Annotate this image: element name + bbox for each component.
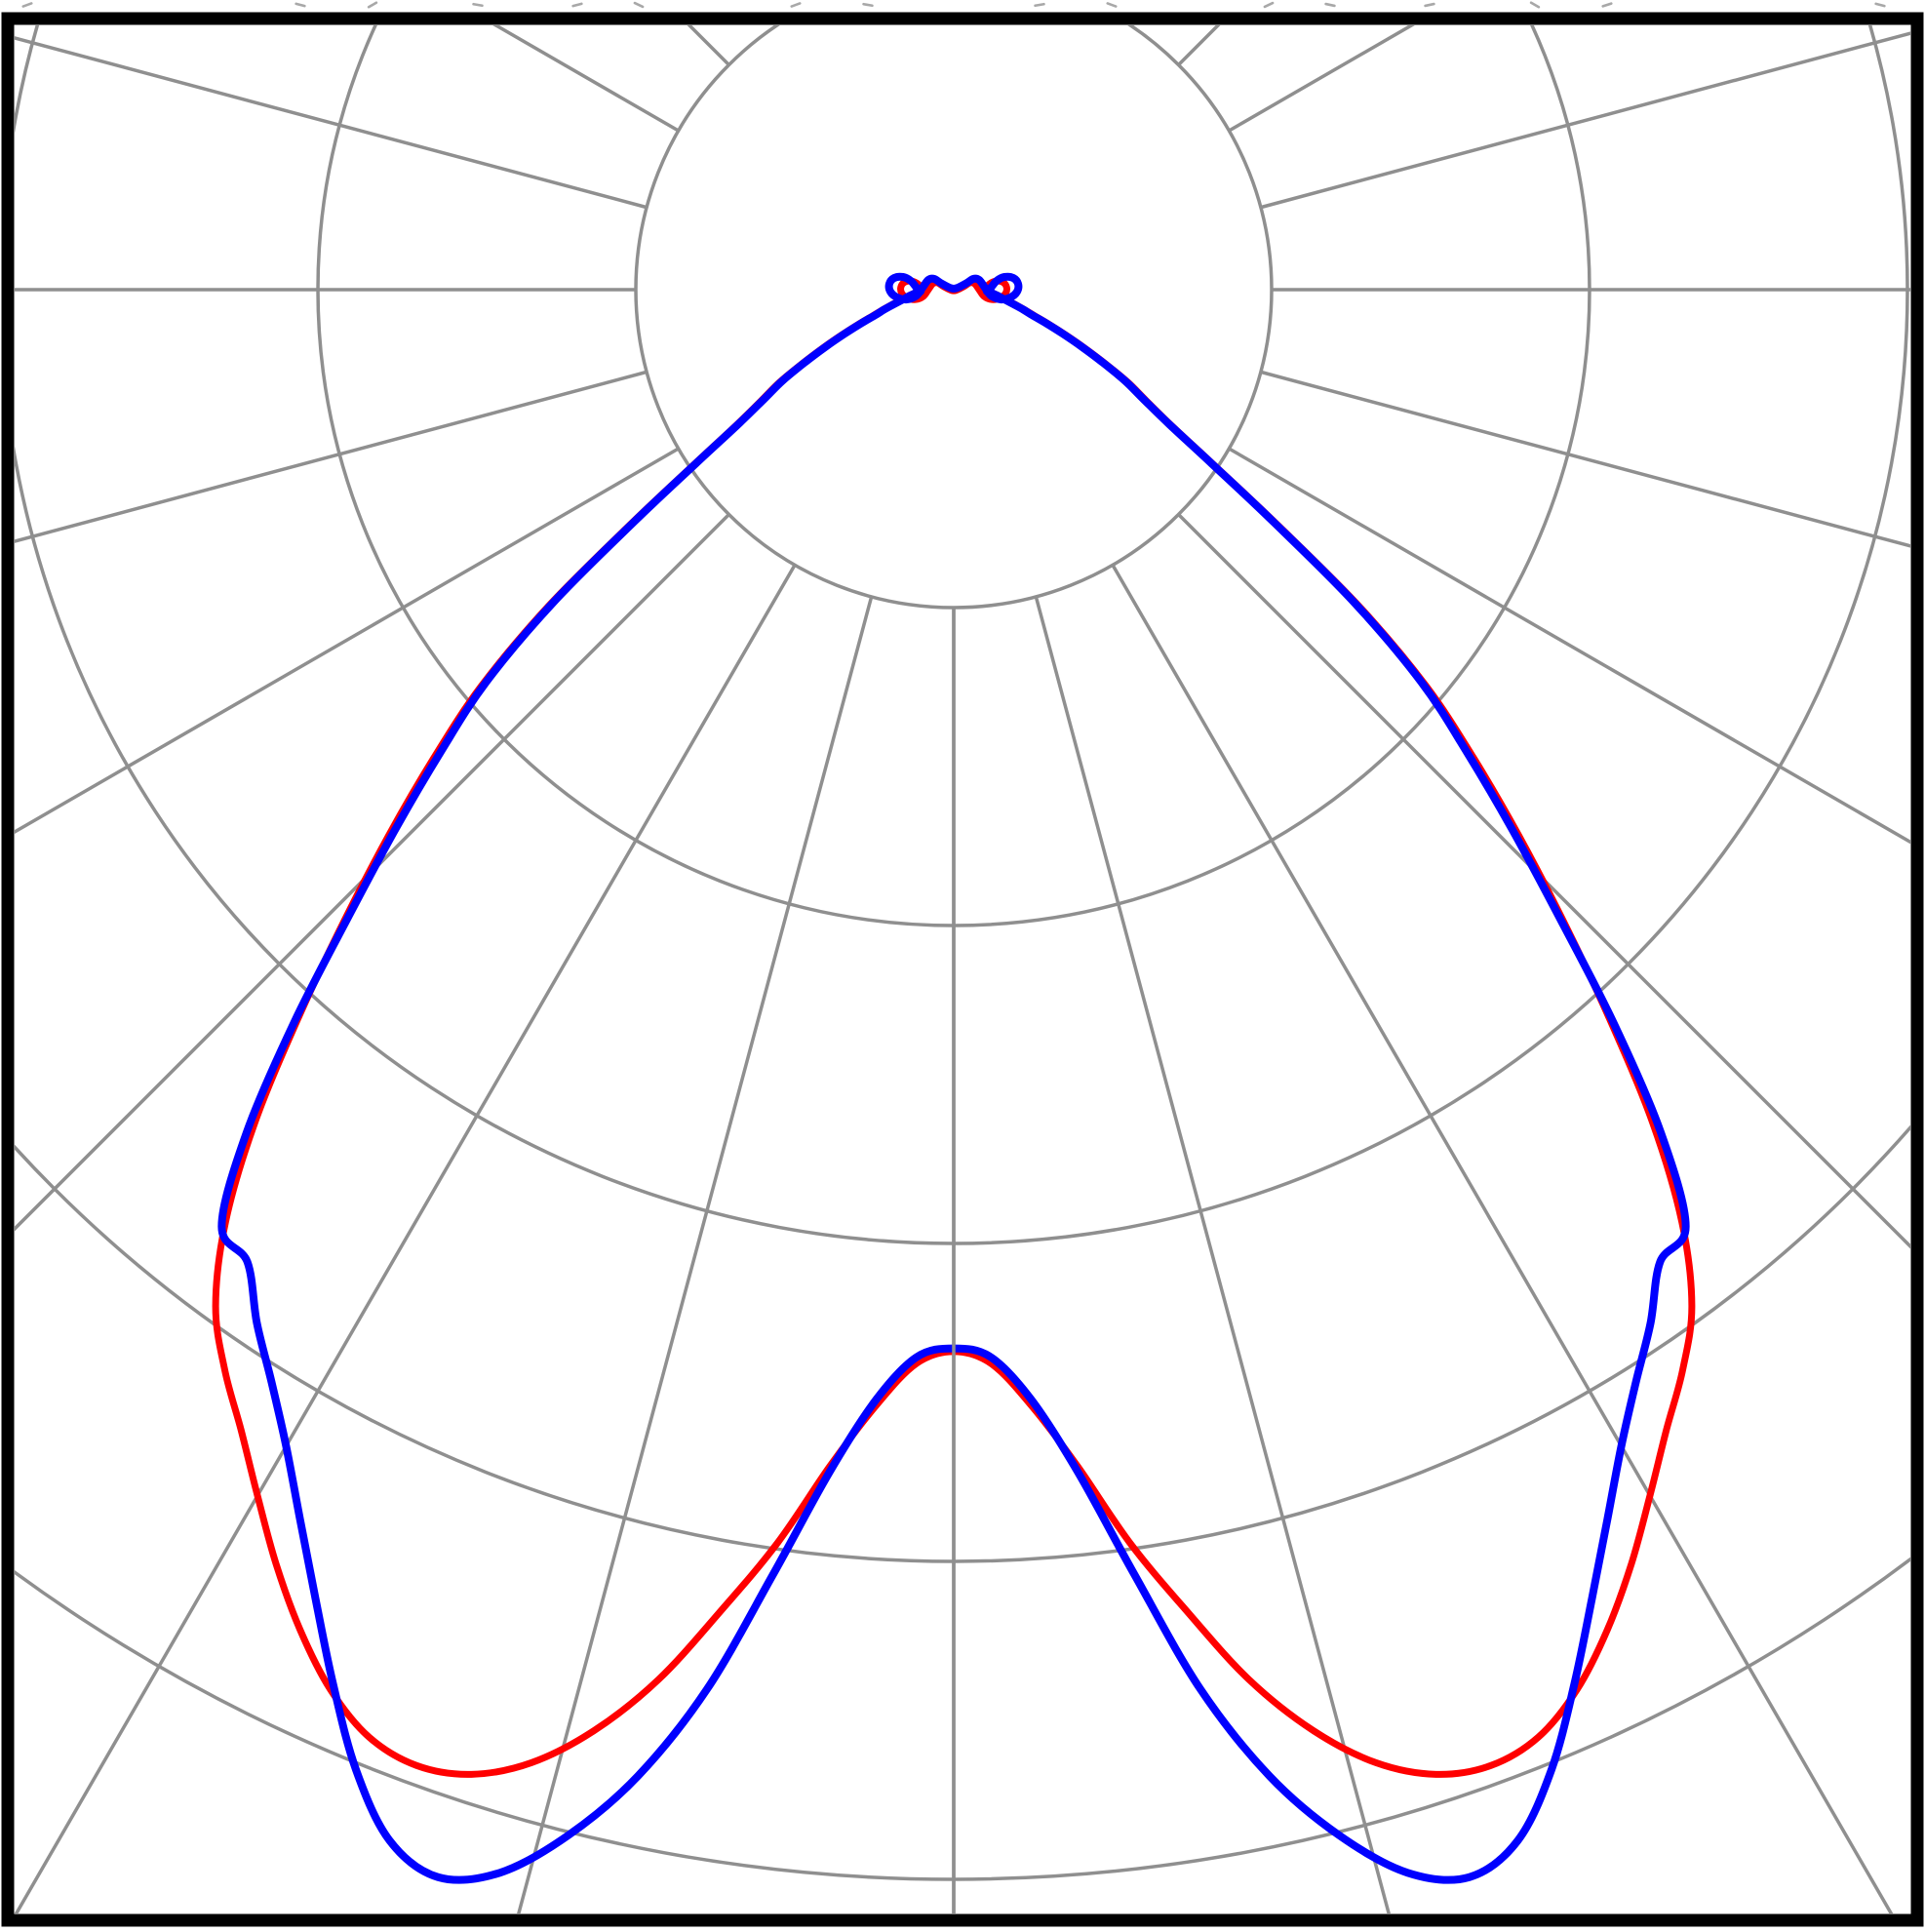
grid-radial-line	[1260, 370, 1910, 548]
label-fragment	[1601, 2, 1613, 8]
plot-frame	[1, 12, 1924, 1927]
grid-radial-line	[1228, 447, 1910, 845]
grid-radial-line	[15, 564, 797, 1913]
intensity-curves	[212, 272, 1696, 1884]
grid-radial-line	[15, 513, 730, 1232]
label-fragment	[1263, 1, 1275, 9]
grid-radial-line	[15, 370, 648, 543]
label-fragment	[790, 2, 802, 8]
label-fragment	[472, 2, 484, 8]
blue-intensity-curve	[217, 272, 1690, 1884]
label-fragment	[295, 2, 306, 8]
grid-radial-line	[1034, 596, 1391, 1913]
label-fragment	[1034, 2, 1045, 8]
label-fragment	[1529, 1, 1541, 9]
label-fragment	[21, 2, 33, 8]
grid-radial-line	[1111, 564, 1894, 1913]
label-fragment	[862, 2, 874, 8]
label-fragment	[1424, 2, 1435, 8]
label-fragment	[367, 1, 378, 9]
grid-radial-line	[1177, 513, 1910, 1249]
label-fragment	[1324, 2, 1336, 8]
label-fragment	[1874, 2, 1886, 8]
cropped-top-label-fragments	[21, 1, 1886, 9]
grid-radial-line	[517, 596, 874, 1913]
grid-radial-line	[15, 447, 680, 835]
grid-radial-line	[15, 36, 648, 210]
label-fragment	[1106, 2, 1118, 8]
label-fragment	[571, 2, 583, 8]
label-fragment	[633, 1, 645, 9]
grid-radial-line	[1260, 31, 1910, 210]
